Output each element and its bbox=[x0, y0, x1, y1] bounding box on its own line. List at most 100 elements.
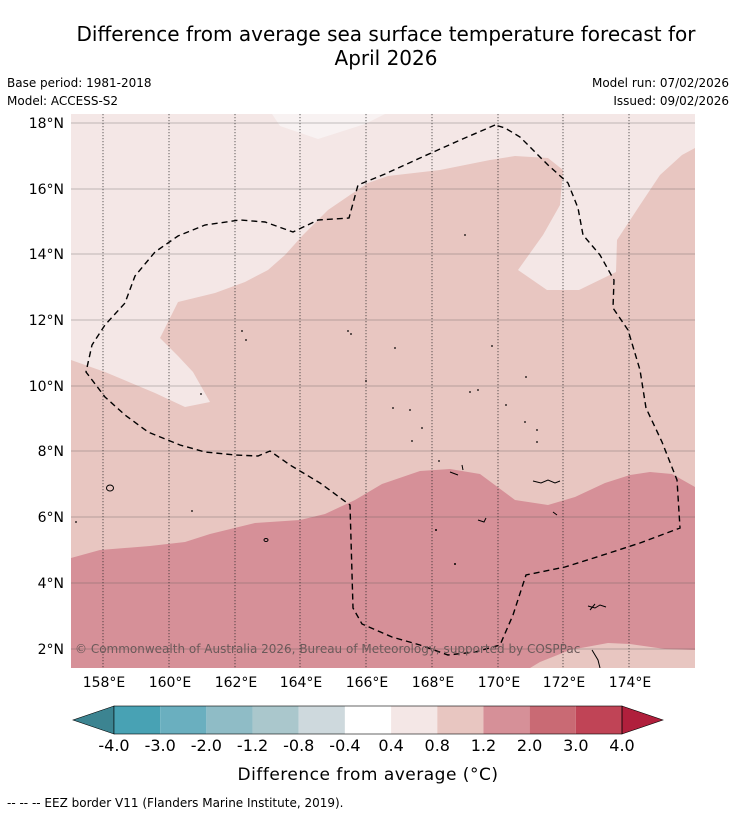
atoll bbox=[241, 330, 243, 332]
atoll bbox=[464, 234, 466, 236]
island-jaluit bbox=[449, 464, 464, 476]
atoll bbox=[491, 345, 493, 347]
colorbar-tick-label: 4.0 bbox=[609, 736, 634, 755]
lat-label: 10°N bbox=[29, 379, 64, 395]
issued-date: Issued: 09/02/2026 bbox=[613, 94, 729, 108]
lat-labels: 18°N 16°N 14°N 12°N 10°N 8°N 6°N 4°N 2°N bbox=[29, 116, 64, 658]
colorbar-swatch bbox=[391, 706, 438, 734]
lon-label: 174°E bbox=[609, 675, 652, 691]
island-ebon bbox=[477, 517, 487, 523]
lon-label: 166°E bbox=[346, 675, 389, 691]
map-title-line1: Difference from average sea surface temp… bbox=[76, 22, 696, 46]
atoll bbox=[536, 429, 538, 431]
colorbar-tick-label: 0.8 bbox=[425, 736, 450, 755]
colorbar-tick-label: -0.8 bbox=[283, 736, 314, 755]
atoll bbox=[524, 421, 526, 423]
lat-label: 12°N bbox=[29, 313, 64, 329]
colorbar-swatch bbox=[160, 706, 207, 734]
colorbar-tick-label: -0.4 bbox=[329, 736, 360, 755]
colorbar-tick-label: -4.0 bbox=[98, 736, 129, 755]
copyright-notice: © Commonwealth of Australia 2026, Bureau… bbox=[75, 642, 580, 656]
island-namorik bbox=[552, 511, 596, 611]
colorbar-swatch bbox=[298, 706, 345, 734]
colorbar-swatch bbox=[529, 706, 576, 734]
map-panel: © Commonwealth of Australia 2026, Bureau… bbox=[71, 114, 695, 668]
map-title-line2: April 2026 bbox=[334, 46, 438, 70]
atoll bbox=[421, 427, 423, 429]
colorbar-title: Difference from average (°C) bbox=[238, 765, 499, 785]
map-title: Difference from average sea surface temp… bbox=[0, 22, 736, 70]
atoll bbox=[505, 404, 507, 406]
atoll bbox=[435, 529, 437, 531]
colorbar-extend-low bbox=[72, 705, 115, 735]
atoll bbox=[438, 460, 440, 462]
island-kosrae bbox=[106, 484, 114, 492]
colorbar-swatch bbox=[344, 706, 392, 734]
colorbar-outline bbox=[113, 705, 623, 735]
atoll bbox=[469, 391, 471, 393]
island-pingelap bbox=[263, 538, 269, 542]
meta-right: Model run: 07/02/2026 Issued: 09/02/2026 bbox=[592, 74, 729, 110]
graticule bbox=[71, 114, 695, 668]
atoll bbox=[477, 389, 479, 391]
atoll bbox=[394, 347, 396, 349]
colorbar-swatch bbox=[575, 706, 622, 734]
colorbar-swatch bbox=[437, 706, 484, 734]
colorbar-swatch bbox=[252, 706, 299, 734]
lat-label: 8°N bbox=[38, 444, 64, 460]
lat-label: 16°N bbox=[29, 182, 64, 198]
anomaly-band-0.4-0.8-north bbox=[71, 114, 695, 407]
lon-label: 162°E bbox=[215, 675, 258, 691]
lat-label: 18°N bbox=[29, 116, 64, 132]
atoll bbox=[525, 376, 527, 378]
lon-label: 164°E bbox=[280, 675, 323, 691]
eez-footnote: -- -- -- EEZ border V11 (Flanders Marine… bbox=[7, 796, 344, 810]
atoll bbox=[536, 441, 538, 443]
islands bbox=[106, 464, 607, 668]
colorbar-extend-high bbox=[621, 705, 664, 735]
atoll bbox=[411, 440, 413, 442]
atoll bbox=[365, 380, 367, 382]
colorbar: -4.0 -3.0 -2.0 -1.2 -0.8 -0.4 0.4 0.8 1.2 2.0 3.0 4… bbox=[72, 705, 664, 755]
anomaly-band-0.8-1.2-southeast bbox=[545, 648, 695, 668]
eez-border bbox=[85, 124, 681, 656]
atoll bbox=[191, 510, 193, 512]
atoll bbox=[347, 330, 349, 332]
island-kwajalein bbox=[532, 479, 561, 484]
lon-label: 172°E bbox=[543, 675, 586, 691]
atoll bbox=[200, 393, 202, 395]
colorbar-tick-label: -2.0 bbox=[191, 736, 222, 755]
colorbar-swatch bbox=[483, 706, 530, 734]
model-name: Model: ACCESS-S2 bbox=[7, 94, 119, 108]
colorbar-tick-label: 1.2 bbox=[471, 736, 496, 755]
atoll bbox=[409, 409, 411, 411]
base-period: Base period: 1981-2018 bbox=[7, 76, 152, 90]
island-mili bbox=[591, 649, 601, 668]
lon-label: 170°E bbox=[478, 675, 521, 691]
atoll bbox=[392, 407, 394, 409]
lon-label: 158°E bbox=[83, 675, 126, 691]
atoll bbox=[75, 521, 77, 523]
lat-label: 4°N bbox=[38, 576, 64, 592]
atoll bbox=[245, 339, 247, 341]
model-run: Model run: 07/02/2026 bbox=[591, 76, 729, 90]
colorbar-tick-label: 0.4 bbox=[378, 736, 403, 755]
atolls bbox=[75, 234, 538, 565]
atoll bbox=[350, 333, 352, 335]
colorbar-swatch bbox=[206, 706, 253, 734]
meta-left: Base period: 1981-2018 Model: ACCESS-S2 bbox=[7, 74, 152, 110]
lon-label: 160°E bbox=[149, 675, 192, 691]
colorbar-tick-label: 2.0 bbox=[517, 736, 542, 755]
colorbar-tick-label: -1.2 bbox=[237, 736, 268, 755]
lat-label: 2°N bbox=[38, 642, 64, 658]
island-majuro bbox=[587, 604, 607, 609]
atoll bbox=[454, 563, 456, 565]
lon-labels: 158°E 160°E 162°E 164°E 166°E 168°E 170°… bbox=[83, 675, 652, 691]
colorbar-swatch bbox=[114, 706, 161, 734]
lat-label: 6°N bbox=[38, 510, 64, 526]
colorbar-tick-label: 3.0 bbox=[563, 736, 588, 755]
lat-label: 14°N bbox=[29, 247, 64, 263]
anomaly-band-1.2-2.0 bbox=[71, 469, 695, 668]
lon-label: 168°E bbox=[412, 675, 455, 691]
